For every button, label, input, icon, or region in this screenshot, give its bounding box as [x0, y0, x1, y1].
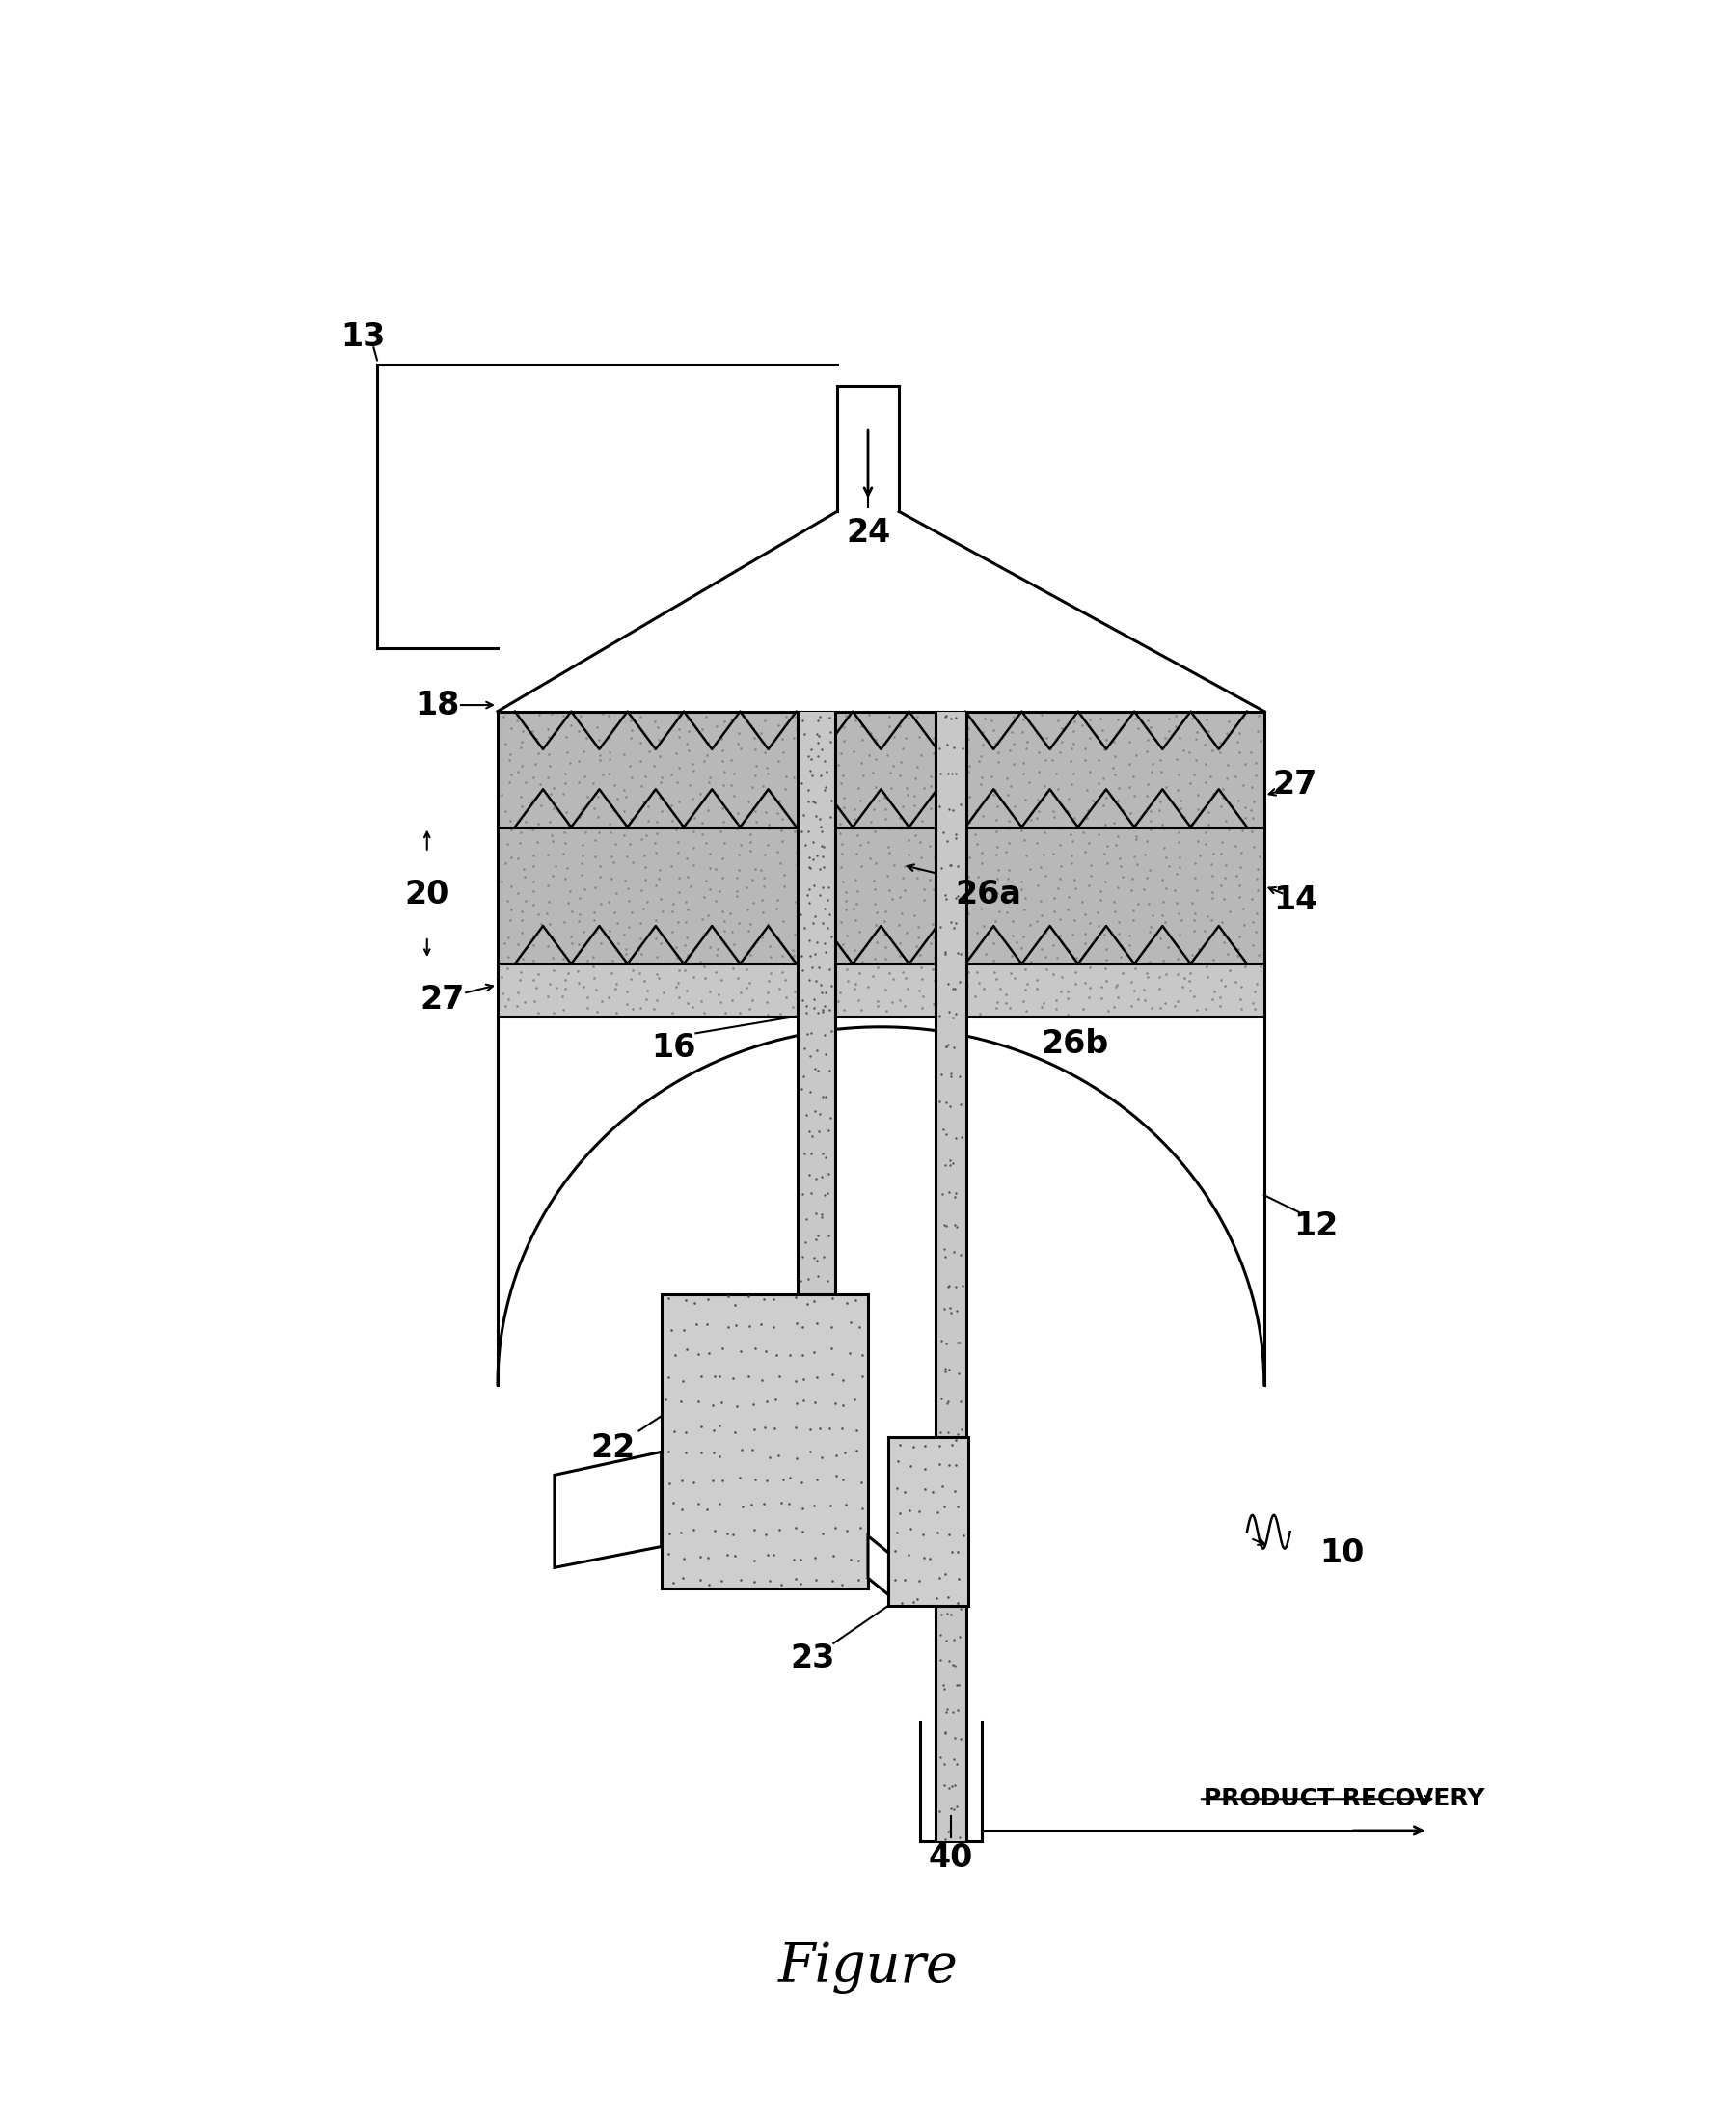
Text: PRODUCT RECOVERY: PRODUCT RECOVERY: [1203, 1787, 1484, 1810]
Text: 40: 40: [929, 1842, 974, 1874]
Text: 14: 14: [1272, 885, 1318, 917]
Bar: [498, 963, 1264, 1016]
Bar: [498, 711, 1264, 963]
Polygon shape: [554, 1452, 661, 1567]
Text: 26a: 26a: [955, 879, 1023, 910]
Bar: [797, 711, 835, 1016]
Text: 10: 10: [1319, 1537, 1364, 1569]
Text: Figure: Figure: [778, 1941, 958, 1994]
Text: 26b: 26b: [1042, 1029, 1109, 1061]
Bar: [936, 711, 967, 1437]
Text: 13: 13: [340, 322, 385, 354]
Text: 22: 22: [590, 1431, 635, 1463]
Bar: [661, 1293, 868, 1588]
Bar: [889, 1437, 969, 1605]
Text: 23: 23: [790, 1643, 835, 1675]
Bar: [936, 1605, 967, 1842]
Text: 27: 27: [1272, 768, 1318, 800]
Text: 16: 16: [651, 1033, 696, 1065]
Text: 27: 27: [420, 984, 465, 1016]
Text: 12: 12: [1293, 1211, 1338, 1243]
Bar: [797, 1016, 835, 1293]
Text: 24: 24: [845, 517, 891, 548]
Polygon shape: [868, 1537, 889, 1594]
Text: 18: 18: [415, 690, 460, 722]
Text: 20: 20: [404, 879, 450, 910]
